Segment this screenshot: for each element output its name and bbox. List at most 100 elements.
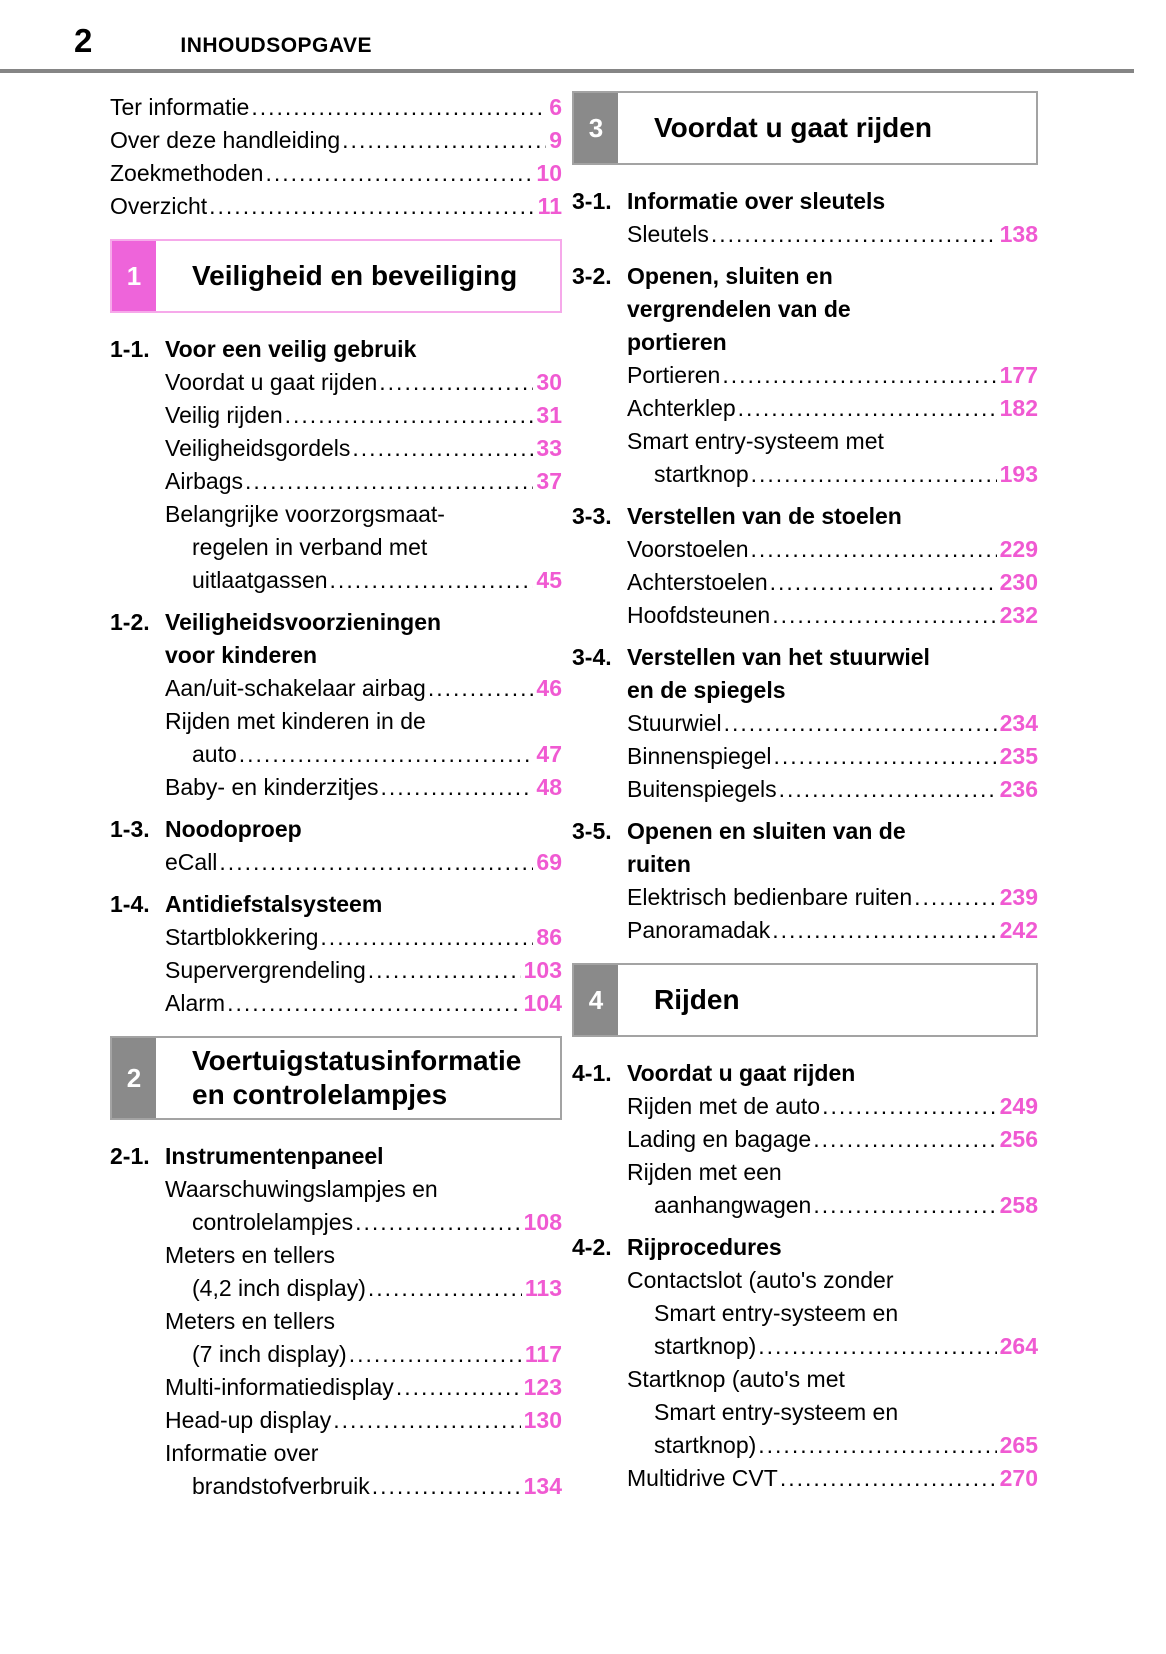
toc-entry-line: Meters en tellers bbox=[165, 1305, 562, 1338]
section-heading: 2-1. Instrumentenpaneel bbox=[110, 1140, 562, 1173]
toc-entry-line: auto 47 bbox=[165, 738, 562, 771]
section-title: Verstellen van de stoelen bbox=[627, 500, 902, 533]
entry-page-number: 108 bbox=[523, 1209, 562, 1235]
section-title-line: Voor een veilig gebruik bbox=[165, 336, 417, 362]
toc-entry-line: Belangrijke voorzorgsmaat- bbox=[165, 498, 562, 531]
entry-label: Meters en tellers bbox=[165, 1242, 336, 1268]
section-title: Veiligheidsvoorzieningen voor kinderen bbox=[165, 606, 441, 672]
toc-entry: Baby- en kinderzitjes 48 bbox=[110, 771, 562, 804]
toc-entry-line: Hoofdsteunen 232 bbox=[627, 599, 1038, 632]
entry-label: Hoofdsteunen bbox=[627, 602, 771, 628]
entry-page-number: 270 bbox=[999, 1465, 1038, 1491]
dot-leader bbox=[813, 1189, 996, 1222]
entry-label: Sleutels bbox=[627, 221, 709, 247]
toc-entry: Panoramadak 242 bbox=[572, 914, 1038, 947]
toc-entry-line: Lading en bagage 256 bbox=[627, 1123, 1038, 1156]
section-heading: 3-3. Verstellen van de stoelen bbox=[572, 500, 1038, 533]
toc-entry-line: Contactslot (auto's zonder bbox=[627, 1264, 1038, 1297]
entry-label: controlelampjes bbox=[192, 1209, 354, 1235]
dot-leader bbox=[822, 1090, 997, 1123]
entry-label: uitlaatgassen bbox=[192, 567, 328, 593]
entry-label: Belangrijke voorzorgsmaat- bbox=[165, 501, 445, 527]
toc-entry-line: Ter informatie 6 bbox=[110, 91, 562, 124]
entry-page-number: 45 bbox=[536, 567, 562, 593]
toc-entry: Rijden met de auto 249 bbox=[572, 1090, 1038, 1123]
entry-page-number: 48 bbox=[536, 774, 562, 800]
toc-entry-line: Panoramadak 242 bbox=[627, 914, 1038, 947]
entry-label: Overzicht bbox=[110, 193, 208, 219]
entry-page-number: 9 bbox=[549, 127, 562, 153]
entry-label: Head-up display bbox=[165, 1407, 332, 1433]
toc-entry: Veiligheidsgordels 33 bbox=[110, 432, 562, 465]
dot-leader bbox=[758, 1429, 996, 1462]
toc-entry: Belangrijke voorzorgsmaat-regelen in ver… bbox=[110, 498, 562, 597]
entry-page-number: 117 bbox=[524, 1341, 562, 1367]
entry-label: Zoekmethoden bbox=[110, 160, 264, 186]
toc-entry-line: Rijden met kinderen in de bbox=[165, 705, 562, 738]
toc-entry: Multi-informatiedisplay 123 bbox=[110, 1371, 562, 1404]
entry-label: Smart entry-systeem en bbox=[654, 1399, 899, 1425]
entry-label: Alarm bbox=[165, 990, 226, 1016]
entry-page-number: 239 bbox=[999, 884, 1038, 910]
section-title: Openen, sluiten en vergrendelen van de por… bbox=[627, 260, 851, 359]
toc-entry: Contactslot (auto's zonder Smart entry-sy… bbox=[572, 1264, 1038, 1363]
section-heading: 4-2. Rijprocedures bbox=[572, 1231, 1038, 1264]
front-matter-list: Ter informatie 6 Over deze handleiding 9 Zoe… bbox=[110, 91, 562, 223]
section-number: 4-2. bbox=[572, 1234, 612, 1260]
section-number: 3-3. bbox=[572, 503, 612, 529]
section-number: 1-2. bbox=[110, 609, 150, 635]
entry-page-number: 138 bbox=[999, 221, 1038, 247]
toc-entry-line: Binnenspiegel 235 bbox=[627, 740, 1038, 773]
toc-entry: Head-up display 130 bbox=[110, 1404, 562, 1437]
dot-leader bbox=[251, 91, 546, 124]
toc-entry-line: controlelampjes 108 bbox=[165, 1206, 562, 1239]
toc-entry: Binnenspiegel 235 bbox=[572, 740, 1038, 773]
entry-page-number: 193 bbox=[999, 461, 1038, 487]
chapter-number-tab: 4 bbox=[574, 965, 618, 1035]
section-title-line: Openen, sluiten en bbox=[627, 263, 833, 289]
dot-leader bbox=[750, 533, 996, 566]
toc-entry-line: brandstofverbruik 134 bbox=[165, 1470, 562, 1503]
toc-entry-line: Multidrive CVT 270 bbox=[627, 1462, 1038, 1495]
dot-leader bbox=[349, 1338, 522, 1371]
toc-entry: Smart entry-systeem met startknop 193 bbox=[572, 425, 1038, 491]
toc-entry: Voorstoelen 229 bbox=[572, 533, 1038, 566]
entry-page-number: 31 bbox=[536, 402, 562, 428]
dot-leader bbox=[774, 740, 997, 773]
chapter-title-line: Voordat u gaat rijden bbox=[654, 112, 932, 143]
toc-entry-line: Airbags 37 bbox=[165, 465, 562, 498]
section-title: Openen en sluiten van de ruiten bbox=[627, 815, 906, 881]
entry-label: Binnenspiegel bbox=[627, 743, 772, 769]
toc-entry: Airbags 37 bbox=[110, 465, 562, 498]
entry-page-number: 256 bbox=[999, 1126, 1038, 1152]
chapter-box: 4 Rijden bbox=[572, 963, 1038, 1037]
entry-label: Informatie over bbox=[165, 1440, 319, 1466]
chapter-title-line: Veiligheid en beveiliging bbox=[192, 260, 518, 291]
section-title: Noodoproep bbox=[165, 813, 302, 846]
section-title: Voor een veilig gebruik bbox=[165, 333, 416, 366]
entry-label: Waarschuwingslampjes en bbox=[165, 1176, 438, 1202]
entry-label: eCall bbox=[165, 849, 218, 875]
entry-page-number: 6 bbox=[549, 94, 562, 120]
toc-entry: Informatie over brandstofverbruik 134 bbox=[110, 1437, 562, 1503]
toc-entry: Waarschuwingslampjes en controlelampjes 10… bbox=[110, 1173, 562, 1239]
dot-leader bbox=[813, 1123, 996, 1156]
section-title-line: Informatie over sleutels bbox=[627, 188, 886, 214]
section-title: Informatie over sleutels bbox=[627, 185, 885, 218]
section-title-line: Veiligheidsvoorzieningen bbox=[165, 609, 442, 635]
toc-entry-line: Informatie over bbox=[165, 1437, 562, 1470]
entry-page-number: 265 bbox=[999, 1432, 1038, 1458]
column-left: Ter informatie 6 Over deze handleiding 9 Zoe… bbox=[110, 91, 562, 1503]
chapter-box: 2 Voertuigstatusinformatie en controlelamp… bbox=[110, 1036, 562, 1120]
toc-entry-line: Sleutels 138 bbox=[627, 218, 1038, 251]
dot-leader bbox=[355, 1206, 521, 1239]
entry-page-number: 232 bbox=[999, 602, 1038, 628]
toc-entry-line: Alarm 104 bbox=[165, 987, 562, 1020]
toc-entry-line: startknop) 264 bbox=[627, 1330, 1038, 1363]
entry-page-number: 11 bbox=[537, 193, 562, 219]
toc-entry-line: Rijden met een bbox=[627, 1156, 1038, 1189]
toc-content: Ter informatie 6 Over deze handleiding 9 Zoe… bbox=[0, 73, 1166, 1503]
section-number: 3-2. bbox=[572, 263, 612, 289]
toc-entry-line: Voordat u gaat rijden 30 bbox=[165, 366, 562, 399]
entry-page-number: 47 bbox=[536, 741, 562, 767]
